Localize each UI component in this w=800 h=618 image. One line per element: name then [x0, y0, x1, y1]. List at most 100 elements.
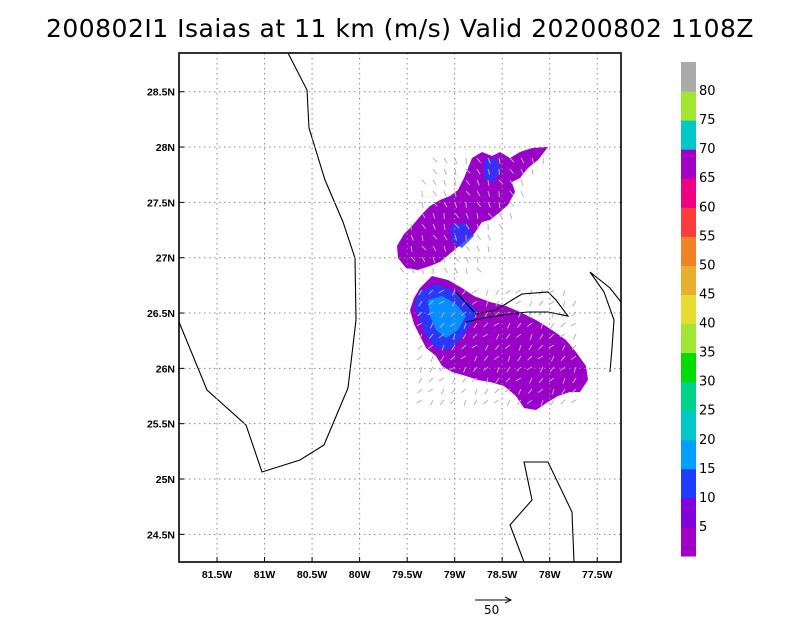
wind-vector: [551, 388, 555, 395]
wind-vector: [559, 366, 566, 371]
wind-vector: [504, 344, 511, 349]
wind-vector: [421, 234, 424, 241]
wind-vector: [476, 234, 482, 241]
wind-vector: [465, 256, 469, 263]
colorbar-label: 30: [699, 375, 716, 390]
wind-vector: [509, 212, 513, 219]
wind-vector: [418, 377, 423, 384]
wind-vector: [472, 333, 478, 339]
colorbar-swatch: [681, 323, 696, 354]
colorbar-label: 45: [699, 287, 716, 302]
wind-vector: [540, 399, 544, 406]
wind-vector: [494, 311, 500, 317]
wind-vector: [509, 168, 515, 175]
colorbar-label: 5: [699, 520, 707, 535]
wind-vector: [495, 300, 500, 307]
wind-vector: [443, 223, 446, 230]
lon-tick-label: 78W: [539, 569, 561, 581]
wind-vector: [531, 168, 534, 175]
wind-vector: [528, 300, 533, 307]
colorbar-label: 80: [699, 84, 716, 99]
wind-vector: [432, 157, 438, 163]
wind-vector: [443, 245, 447, 252]
lon-tick-label: 80.5W: [297, 569, 327, 581]
wind-vector: [416, 322, 423, 327]
wind-vector: [461, 344, 467, 350]
wind-vector: [441, 344, 445, 351]
wind-vector: [432, 223, 436, 230]
wind-vector: [429, 399, 434, 406]
wind-vector: [461, 289, 467, 295]
wind-vector: [443, 157, 448, 164]
wind-vector: [427, 388, 434, 393]
wind-vector: [452, 333, 456, 340]
colorbar-label: 20: [699, 433, 716, 448]
wind-vector: [432, 256, 436, 263]
wind-vector: [454, 190, 457, 197]
wind-vector: [410, 234, 414, 241]
wind-vector: [496, 366, 500, 373]
wind-vector: [432, 179, 437, 186]
coastlines: [179, 53, 621, 562]
wind-vector: [473, 322, 478, 329]
wind-vector: [421, 245, 427, 251]
wind-vector: [570, 322, 577, 327]
wind-vector: [471, 377, 478, 382]
wind-vector: [476, 190, 481, 197]
wind-vector: [427, 344, 434, 349]
wind-vector: [450, 355, 456, 361]
colorbar: 5 10 15 20 25 30 35 40 45 50 55 60 65 70 75 80: [681, 62, 716, 557]
colorbar-swatch: [681, 439, 696, 470]
wind-vector: [517, 355, 522, 362]
wind-vector: [465, 179, 471, 186]
wind-vector: [454, 157, 458, 164]
wind-vector: [498, 223, 504, 230]
wind-vector: [562, 289, 566, 296]
wind-vector: [432, 168, 438, 175]
wind-vector: [528, 377, 533, 384]
wind-vector: [517, 388, 522, 395]
wind-vector: [493, 355, 500, 360]
wind-vector: [504, 388, 511, 393]
lat-tick-label: 26.5N: [147, 308, 175, 320]
wind-vector: [421, 201, 424, 208]
wind-vector: [471, 300, 478, 305]
lat-tick-label: 27.5N: [147, 197, 175, 209]
colorbar-swatch: [681, 207, 696, 237]
wind-vector: [476, 223, 480, 230]
wind-vector: [484, 344, 489, 351]
wind-vector: [443, 168, 447, 175]
wind-vector: [548, 344, 555, 349]
wind-vector: [570, 355, 577, 360]
wind-vector: [443, 190, 447, 197]
wind-vector: [485, 300, 489, 307]
wind-vector: [561, 388, 566, 395]
wind-vector: [432, 201, 438, 207]
wind-vector: [539, 333, 544, 340]
abaco-coastline: [589, 271, 621, 373]
lon-tick-label: 79W: [444, 569, 466, 581]
wind-vector: [428, 377, 434, 383]
wind-vector: [465, 245, 471, 252]
wind-vector: [438, 300, 445, 305]
reference-vector-label: 50: [484, 603, 499, 617]
wind-vector: [515, 333, 522, 338]
wind-vector: [531, 157, 535, 164]
wind-vector: [507, 355, 511, 362]
wind-vector: [419, 366, 423, 373]
wind-field-cyan: [428, 296, 466, 338]
wind-vector: [421, 223, 427, 230]
wind-vectors: [399, 157, 577, 406]
wind-vector: [484, 311, 489, 318]
wind-vector: [518, 344, 522, 351]
colorbar-swatch: [681, 352, 696, 383]
wind-vector: [509, 179, 514, 186]
colorbar-swatch: [681, 236, 696, 266]
colorbar-swatch: [681, 265, 696, 295]
colorbar-swatch: [681, 381, 696, 412]
colorbar-label: 55: [699, 229, 716, 244]
wind-vector: [487, 212, 493, 218]
lon-tick-label: 81.5W: [202, 569, 232, 581]
lon-tick-label: 77.5W: [582, 569, 612, 581]
wind-vector: [472, 366, 478, 372]
